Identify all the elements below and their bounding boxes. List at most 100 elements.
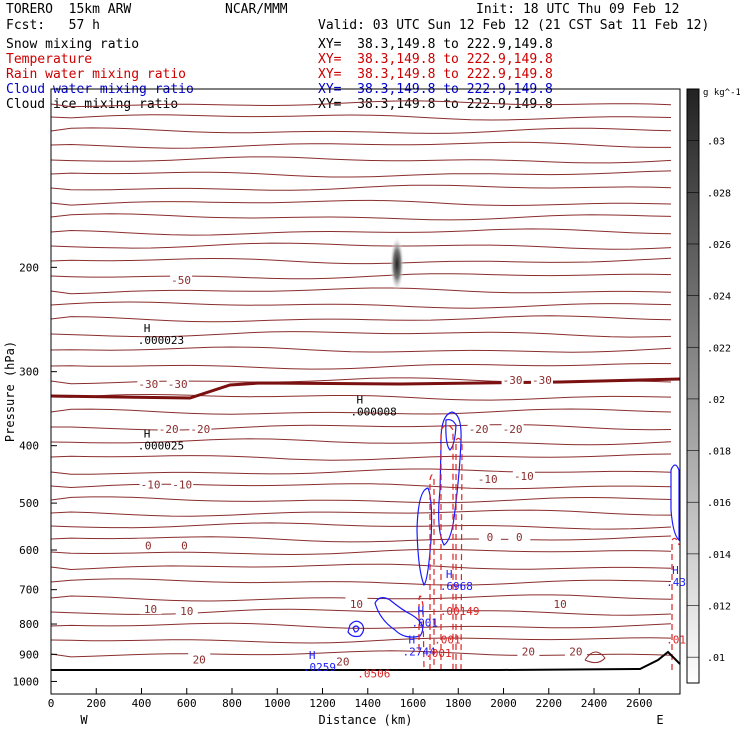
temperature-label: 10 (350, 598, 363, 611)
isotherm-line (50, 228, 672, 236)
freezing-level-line (50, 377, 681, 400)
colorbar-tick-label: .022 (707, 343, 731, 354)
temperature-label: -30 (168, 378, 188, 391)
x-tick-label: 400 (132, 697, 152, 710)
rain-water-label: .001 (425, 647, 452, 660)
rain-water-label: .00149 (440, 605, 480, 618)
temperature-label: -20 (503, 423, 523, 436)
temperature-label: -10 (478, 473, 498, 486)
isotherm-line (50, 257, 672, 265)
colorbar-tick-label: .014 (707, 550, 731, 561)
temperature-label-bg (564, 644, 587, 657)
cloud-water-max-value: .2744 (402, 645, 435, 658)
temperature-label: 0 (145, 540, 152, 553)
colorbar-scale (686, 88, 700, 684)
rain-water-contours (418, 424, 680, 671)
temperature-label-bg (508, 529, 531, 542)
west-endpoint-label: W (80, 713, 88, 727)
isotherm-line (50, 522, 672, 530)
isotherm-line (50, 637, 672, 644)
x-tick-label: 2600 (626, 697, 653, 710)
isotherm-line (50, 156, 672, 164)
field-cloud-water-label: Cloud water mixing ratio (6, 82, 194, 97)
temperature-label: -10 (514, 470, 534, 483)
isotherm-line (50, 393, 672, 401)
temperature-label: -30 (503, 374, 523, 387)
x-tick-label: 2200 (536, 697, 563, 710)
cloud-water-contour (347, 620, 365, 638)
temperature-label-bg (137, 538, 160, 551)
colorbar-tick-label: .01 (707, 653, 725, 664)
isotherm-line (50, 184, 672, 191)
temperature-label-bg (517, 644, 540, 657)
isotherm-line (50, 213, 672, 221)
plot-frame (50, 88, 681, 695)
field-temperature-label: Temperature (6, 52, 93, 67)
init-time: Init: 18 UTC Thu 09 Feb 12 (476, 2, 680, 17)
temperature-label-bg (476, 471, 499, 484)
temperature-label-bg (331, 654, 354, 667)
rain-water-label: .001 (434, 634, 461, 647)
isotherm-line (51, 424, 672, 431)
cloud-water-contour (670, 464, 680, 542)
rain-water-contour (429, 474, 435, 670)
model-title: TORERO 15km ARW (6, 2, 132, 17)
y-tick-label: 500 (19, 497, 39, 510)
temperature-label-bg (512, 468, 535, 481)
temperature-label: 20 (522, 645, 535, 658)
colorbar-tick-label: .012 (707, 602, 731, 613)
x-tick-label: 2000 (490, 697, 517, 710)
temperature-label-bg (171, 477, 194, 490)
colorbar-tick-label: .02 (707, 395, 725, 406)
surface-contour (584, 651, 606, 664)
cloud-water-max-marker: H (408, 633, 415, 646)
cloud-water-max-value: .001 (412, 616, 439, 629)
colorbar-tick-label: .028 (707, 188, 731, 199)
temperature-label-bg (188, 652, 211, 665)
temperature-label-bg (189, 422, 212, 435)
colorbar-tick-label: .016 (707, 498, 731, 509)
y-tick-label: 1000 (13, 675, 40, 688)
field-snow-label: Snow mixing ratio (6, 37, 140, 52)
y-tick-label: 200 (19, 261, 39, 274)
rain-water-label: .01 (666, 634, 686, 647)
temperature-label: -50 (171, 274, 191, 287)
isotherm-line (50, 315, 672, 323)
temperature-label: 10 (180, 605, 193, 618)
colorbar: .01 .012 .014 .016 .018 .02 .022 .024 .026 .028 .0… (686, 88, 740, 684)
cloud-water-contours (347, 411, 680, 638)
snow-max-marker: H (144, 322, 151, 335)
isotherm-line (50, 362, 672, 370)
isotherm-line (50, 563, 672, 571)
rain-water-contour (440, 424, 454, 670)
colorbar-tick-label: .024 (707, 292, 731, 303)
temperature-label: -30 (532, 374, 552, 387)
temperature-label-bg (501, 422, 524, 435)
temperature-label: 20 (336, 655, 349, 668)
contour-labels: -50 -30 -30 -30 -30 -20 -20 -20 -20 -10 -10 -10 -10 0… (137, 272, 686, 681)
temperature-label: 10 (553, 598, 566, 611)
temperature-label: 20 (193, 653, 206, 666)
isotherm-line (50, 287, 672, 295)
snow-maximum-shading (390, 236, 404, 292)
isotherm-line (50, 408, 672, 415)
isotherm-line (50, 453, 672, 461)
isotherm-line (50, 578, 672, 586)
temperature-label-bg (137, 377, 160, 390)
temperature-label-bg (345, 596, 368, 609)
isotherm-line (50, 199, 672, 207)
y-tick-label: 700 (19, 584, 39, 597)
east-endpoint-label: E (656, 713, 663, 727)
temperature-label: 0 (516, 531, 523, 544)
temperature-label: -10 (172, 478, 192, 491)
x-tick-label: 1400 (355, 697, 382, 710)
rain-water-label: .0506 (357, 668, 390, 681)
x-axis-label: Distance (km) (319, 713, 413, 727)
isotherm-line (50, 608, 672, 616)
x-tick-label: 800 (222, 697, 242, 710)
isotherm-line (50, 273, 672, 280)
cloud-water-max-value: .6968 (440, 580, 473, 593)
temperature-label: -20 (190, 423, 210, 436)
isotherm-line (50, 114, 672, 121)
